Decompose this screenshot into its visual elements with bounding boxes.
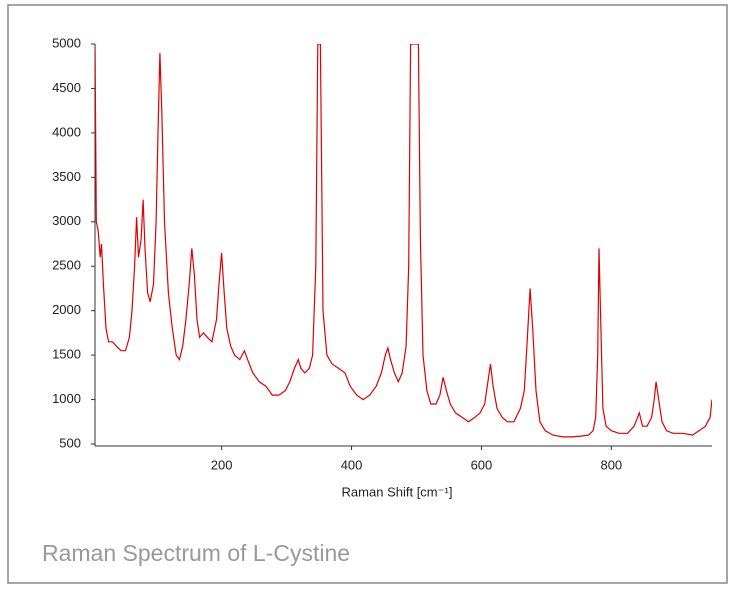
y-tick-label: 3000 (52, 213, 81, 228)
chart-title: Raman Spectrum of L-Cystine (42, 540, 350, 566)
y-tick-label: 500 (59, 435, 81, 450)
y-tick-label: 4000 (52, 124, 81, 139)
y-tick-label: 1000 (52, 391, 81, 406)
y-tick-label: 3500 (52, 169, 81, 184)
x-tick-label: 400 (341, 457, 363, 472)
y-tick-label: 4500 (52, 80, 81, 95)
x-tick-label: 600 (471, 457, 493, 472)
y-tick-label: 5000 (52, 35, 81, 50)
frame (7, 4, 728, 584)
spectrum-line (95, 44, 712, 438)
x-axis-label: Raman Shift [cm⁻¹] (342, 484, 453, 499)
y-tick-label: 1500 (52, 347, 81, 362)
x-tick-label: 200 (211, 457, 233, 472)
y-tick-label: 2500 (52, 258, 81, 273)
x-tick-label: 800 (600, 457, 622, 472)
y-tick-label: 2000 (52, 302, 81, 317)
